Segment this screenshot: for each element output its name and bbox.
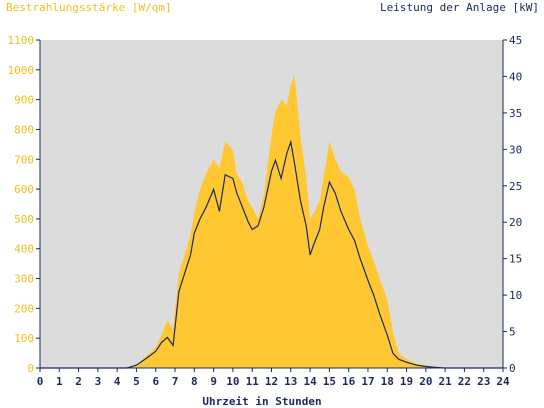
x-tick-label: 7: [172, 375, 179, 388]
power-line: [40, 139, 503, 369]
x-tick-label: 10: [226, 375, 239, 388]
y-right-tick-label: 25: [509, 180, 522, 193]
y-left-tick-label: 1000: [8, 64, 35, 77]
y-right-tick-label: 15: [509, 253, 522, 266]
irradiance-area: [40, 75, 503, 369]
y-right-tick-label: 45: [509, 34, 522, 47]
y-left-tick-label: 300: [14, 273, 34, 286]
x-tick-label: 1: [56, 375, 63, 388]
y-right-tick-label: 40: [509, 70, 522, 83]
x-tick-label: 13: [284, 375, 297, 388]
right-axis-title: Leistung der Anlage [kW]: [380, 1, 539, 14]
axis-layer: 0100200300400500600700800900100011000510…: [8, 34, 523, 388]
y-left-tick-label: 200: [14, 302, 34, 315]
y-left-tick-label: 600: [14, 183, 34, 196]
x-tick-label: 11: [246, 375, 260, 388]
y-left-tick-label: 700: [14, 153, 34, 166]
x-tick-label: 22: [458, 375, 471, 388]
y-left-tick-label: 900: [14, 94, 34, 107]
y-left-tick-label: 100: [14, 332, 34, 345]
y-right-tick-label: 10: [509, 289, 522, 302]
x-tick-label: 9: [210, 375, 217, 388]
y-right-tick-label: 35: [509, 107, 522, 120]
x-tick-label: 21: [439, 375, 453, 388]
x-tick-label: 24: [496, 375, 510, 388]
x-tick-label: 6: [152, 375, 159, 388]
x-axis-title: Uhrzeit in Stunden: [202, 395, 321, 408]
y-right-tick-label: 30: [509, 143, 522, 156]
x-tick-label: 4: [114, 375, 121, 388]
x-tick-label: 0: [37, 375, 44, 388]
y-right-tick-label: 0: [509, 362, 516, 375]
x-tick-label: 17: [361, 375, 374, 388]
x-tick-label: 8: [191, 375, 198, 388]
x-tick-label: 2: [75, 375, 82, 388]
x-tick-label: 3: [95, 375, 102, 388]
y-left-tick-label: 400: [14, 243, 34, 256]
x-tick-label: 16: [342, 375, 356, 388]
x-tick-label: 18: [381, 375, 394, 388]
series-layer: [40, 75, 503, 369]
x-tick-label: 23: [477, 375, 490, 388]
left-axis-title: Bestrahlungsstärke [W/qm]: [6, 1, 172, 14]
x-tick-label: 15: [323, 375, 336, 388]
y-left-tick-label: 0: [27, 362, 34, 375]
x-tick-label: 5: [133, 375, 140, 388]
x-tick-label: 19: [400, 375, 413, 388]
x-tick-label: 14: [303, 375, 317, 388]
y-left-tick-label: 500: [14, 213, 34, 226]
y-left-tick-label: 800: [14, 123, 34, 136]
x-tick-label: 12: [265, 375, 278, 388]
y-right-tick-label: 20: [509, 216, 522, 229]
x-tick-label: 20: [419, 375, 432, 388]
y-left-tick-label: 1100: [8, 34, 35, 47]
y-right-tick-label: 5: [509, 326, 516, 339]
